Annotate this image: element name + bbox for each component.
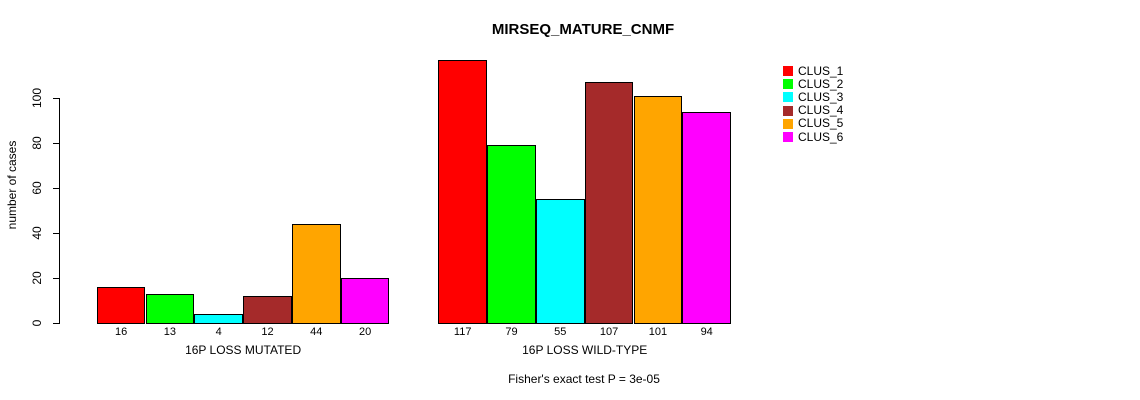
bar-value-label: 94 [700, 326, 713, 338]
bar [96, 287, 146, 324]
bar-value-label: 44 [310, 326, 323, 338]
y-tick [53, 322, 59, 324]
annotation-text: Fisher's exact test P = 3e-05 [508, 372, 660, 386]
chart-title: MIRSEQ_MATURE_CNMF [491, 21, 675, 38]
legend-swatch [783, 92, 793, 103]
y-tick [53, 142, 59, 144]
bar-value-label: 55 [554, 326, 567, 338]
legend-item: CLUS_2 [783, 76, 844, 91]
bar [145, 293, 195, 324]
bar [194, 314, 244, 324]
bar-value-label: 20 [358, 326, 372, 338]
y-tick-label: 0 [30, 319, 44, 327]
legend-label: CLUS_4 [798, 103, 844, 118]
bar [584, 82, 634, 324]
bar [535, 199, 585, 324]
bar-value-label: 79 [505, 326, 518, 338]
bar [438, 59, 488, 324]
bar [243, 296, 292, 324]
legend-swatch [783, 118, 793, 129]
y-tick [53, 97, 59, 99]
bar [487, 145, 536, 324]
legend-item: CLUS_5 [783, 117, 843, 130]
legend-item: CLUS_3 [783, 89, 844, 104]
legend-item: CLUS_1 [783, 63, 844, 78]
bar [291, 224, 341, 324]
legend-swatch [783, 66, 793, 76]
legend-label: CLUS_5 [798, 116, 844, 131]
bar-value-label: 107 [599, 326, 619, 338]
bar-value-label: 12 [261, 326, 274, 338]
legend-swatch [783, 132, 793, 142]
y-tick-label: 20 [30, 271, 44, 285]
bar [340, 278, 390, 324]
y-tick-label: 60 [30, 181, 44, 195]
y-tick-label: 80 [30, 136, 44, 150]
y-tick [53, 187, 59, 189]
legend-label: CLUS_1 [798, 63, 844, 78]
group-label: 16P LOSS WILD-TYPE [522, 343, 648, 357]
legend-label: CLUS_3 [798, 89, 844, 104]
legend-item: CLUS_4 [783, 104, 843, 117]
legend-swatch [783, 105, 793, 116]
legend-label: CLUS_2 [798, 76, 844, 91]
bar [633, 95, 683, 324]
bar-value-label: 101 [648, 326, 668, 338]
legend-swatch [783, 79, 793, 90]
y-axis-label: number of cases [5, 140, 19, 230]
bar-value-label: 4 [215, 326, 222, 338]
y-tick-label: 100 [30, 87, 44, 109]
y-axis-line [59, 98, 60, 324]
bar [682, 111, 732, 324]
bar-value-label: 13 [163, 326, 177, 338]
bar-value-label: 117 [453, 326, 472, 338]
y-tick-label: 40 [30, 226, 44, 240]
y-tick [53, 277, 59, 279]
group-label: 16P LOSS MUTATED [185, 343, 302, 357]
legend-item: CLUS_6 [783, 129, 844, 144]
y-tick [53, 232, 59, 234]
legend-label: CLUS_6 [798, 129, 844, 144]
bar-value-label: 16 [114, 326, 128, 338]
